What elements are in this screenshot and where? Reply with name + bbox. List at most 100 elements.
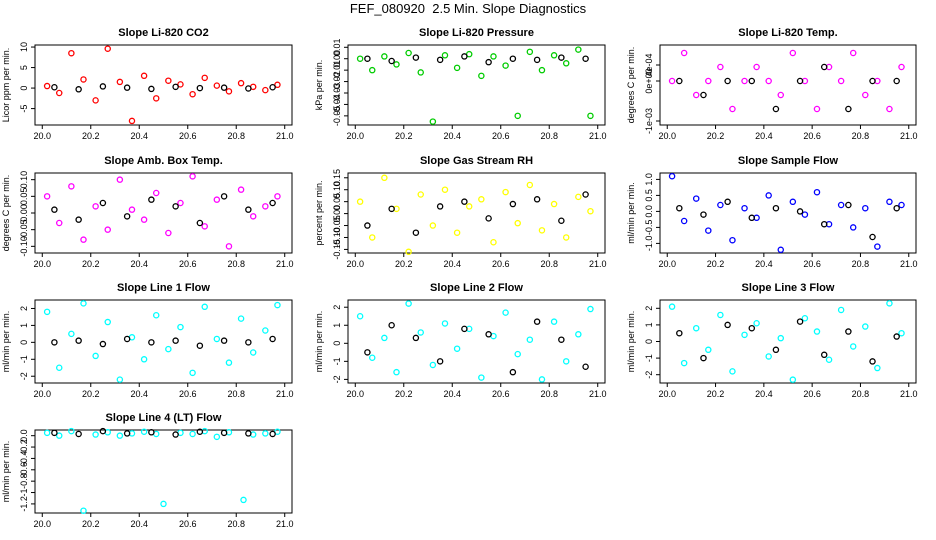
panel-title: Slope Gas Stream RH [420, 155, 533, 167]
point [478, 374, 485, 381]
point [886, 105, 893, 113]
point [478, 196, 485, 203]
point [220, 193, 228, 200]
y-tick-label: 0 [644, 339, 654, 344]
x-tick-label: 20.2 [707, 131, 725, 141]
y-tick-label: 0.00 [332, 50, 342, 68]
plot-frame [347, 44, 606, 126]
y-tick-label: 5 [19, 65, 29, 70]
point [51, 339, 58, 346]
point [748, 324, 756, 332]
point [550, 200, 558, 208]
point [575, 46, 582, 53]
point [165, 345, 172, 353]
x-tick-label: 20.0 [658, 131, 676, 141]
point [813, 188, 821, 196]
y-tick-label: -0.10 [19, 236, 29, 257]
y-tick-label: -1.2 [19, 496, 29, 512]
point [509, 368, 517, 376]
point [692, 195, 700, 202]
series [356, 46, 594, 125]
point [213, 82, 221, 89]
series [51, 193, 276, 227]
point [148, 339, 155, 346]
point [429, 118, 437, 125]
point [502, 188, 509, 196]
plot-frame [34, 44, 293, 126]
point [189, 90, 196, 98]
point [478, 72, 485, 80]
point [813, 328, 821, 335]
point [80, 76, 87, 83]
point [43, 193, 51, 200]
point [582, 191, 589, 198]
x-tick-label: 20.0 [34, 389, 52, 399]
point [55, 364, 63, 372]
point [668, 303, 676, 310]
series [364, 318, 589, 376]
point [75, 86, 82, 93]
point [490, 239, 497, 246]
x-tick-label: 21.0 [276, 131, 294, 141]
point [393, 61, 400, 68]
y-axis-label: percent per min. [314, 180, 324, 245]
y-tick-label: 0.00 [332, 205, 342, 223]
point [765, 192, 772, 199]
point [148, 196, 155, 203]
point [898, 63, 905, 71]
point [356, 55, 364, 62]
y-axis-label: degrees C per min. [626, 47, 636, 124]
point [43, 429, 51, 437]
point [692, 91, 700, 99]
point [116, 432, 124, 439]
x-tick-label: 20.8 [540, 389, 558, 399]
point [676, 77, 683, 85]
point [92, 352, 99, 360]
point [700, 211, 707, 218]
series [668, 172, 905, 254]
x-tick-label: 20.8 [227, 389, 245, 399]
point [886, 300, 893, 307]
point [729, 368, 736, 375]
point [526, 336, 534, 343]
point [68, 330, 75, 338]
point [724, 77, 731, 85]
point [269, 335, 276, 343]
point [381, 174, 388, 182]
point [502, 62, 509, 69]
x-tick-label: 20.0 [658, 259, 676, 269]
point [201, 223, 208, 230]
x-tick-label: 20.8 [852, 131, 870, 141]
x-tick-label: 20.8 [852, 389, 870, 399]
point [465, 203, 473, 210]
point [741, 331, 748, 339]
point [140, 216, 148, 223]
y-tick-label: 4e-04 [644, 53, 654, 76]
point [801, 315, 809, 322]
panel-title: Slope Line 1 Flow [117, 282, 210, 294]
x-tick-label: 20.2 [82, 389, 100, 399]
point [575, 193, 582, 201]
point [869, 77, 876, 85]
x-tick-label: 20.2 [395, 259, 413, 269]
point [80, 236, 87, 243]
y-tick-label: 0.10 [19, 171, 29, 189]
point [417, 329, 424, 336]
point [220, 429, 228, 437]
point [849, 49, 857, 57]
point [213, 335, 221, 343]
point [862, 204, 869, 212]
x-tick-label: 20.8 [540, 131, 558, 141]
x-tick-label: 20.2 [82, 131, 100, 141]
y-tick-label: -1 [19, 489, 29, 497]
y-tick-label: -2 [19, 372, 29, 380]
point [381, 53, 388, 60]
point [274, 81, 281, 89]
point [898, 201, 905, 209]
x-tick-label: 20.6 [492, 259, 510, 269]
point [436, 56, 444, 64]
panel-title: Slope Line 4 (LT) Flow [106, 412, 222, 424]
point [558, 54, 565, 61]
x-tick-label: 20.4 [755, 259, 773, 269]
